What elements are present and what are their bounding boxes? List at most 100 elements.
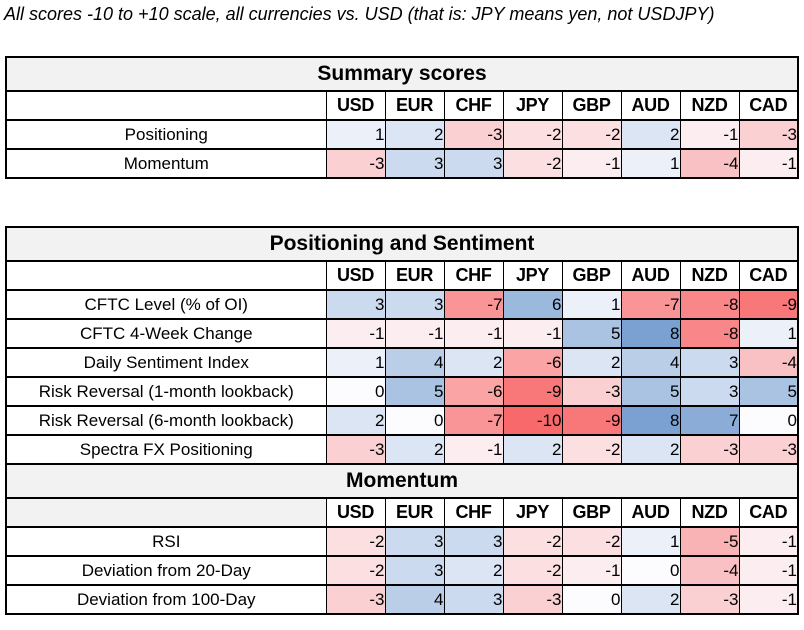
col-header-usd[interactable]: USD [325,497,386,528]
cell-cftc-4-week-change-eur[interactable]: -1 [384,318,445,349]
cell-cftc-level-of-oi-cad[interactable]: -9 [738,289,799,320]
corner-cell-summary-scores[interactable] [5,90,327,121]
col-header-gbp[interactable]: GBP [561,497,622,528]
cell-cftc-level-of-oi-aud[interactable]: -7 [620,289,681,320]
cell-rsi-aud[interactable]: 1 [620,526,681,557]
cell-spectra-fx-positioning-jpy[interactable]: 2 [502,434,563,465]
cell-positioning-eur[interactable]: 2 [384,119,445,150]
cell-deviation-from-20-day-nzd[interactable]: -4 [679,555,740,586]
row-label-deviation-from-20-day[interactable]: Deviation from 20-Day [5,555,327,586]
cell-deviation-from-100-day-jpy[interactable]: -3 [502,584,563,615]
cell-cftc-level-of-oi-gbp[interactable]: 1 [561,289,622,320]
cell-deviation-from-100-day-chf[interactable]: 3 [443,584,504,615]
cell-rsi-usd[interactable]: -2 [325,526,386,557]
col-header-cad[interactable]: CAD [738,497,799,528]
corner-cell-positioning-and-sentiment[interactable] [5,260,327,291]
cell-risk-reversal-1-month-lookback-nzd[interactable]: 3 [679,376,740,407]
col-header-jpy[interactable]: JPY [502,260,563,291]
col-header-eur[interactable]: EUR [384,497,445,528]
cell-momentum-gbp[interactable]: -1 [561,148,622,179]
cell-positioning-jpy[interactable]: -2 [502,119,563,150]
cell-cftc-4-week-change-usd[interactable]: -1 [325,318,386,349]
cell-momentum-eur[interactable]: 3 [384,148,445,179]
col-header-chf[interactable]: CHF [443,497,504,528]
cell-cftc-4-week-change-jpy[interactable]: -1 [502,318,563,349]
cell-cftc-level-of-oi-jpy[interactable]: 6 [502,289,563,320]
cell-deviation-from-100-day-aud[interactable]: 2 [620,584,681,615]
cell-positioning-nzd[interactable]: -1 [679,119,740,150]
cell-positioning-aud[interactable]: 2 [620,119,681,150]
col-header-nzd[interactable]: NZD [679,90,740,121]
cell-rsi-nzd[interactable]: -5 [679,526,740,557]
cell-positioning-gbp[interactable]: -2 [561,119,622,150]
cell-risk-reversal-6-month-lookback-gbp[interactable]: -9 [561,405,622,436]
cell-risk-reversal-6-month-lookback-eur[interactable]: 0 [384,405,445,436]
cell-daily-sentiment-index-aud[interactable]: 4 [620,347,681,378]
cell-risk-reversal-6-month-lookback-jpy[interactable]: -10 [502,405,563,436]
cell-risk-reversal-1-month-lookback-chf[interactable]: -6 [443,376,504,407]
section-title-positioning-and-sentiment[interactable]: Positioning and Sentiment [5,226,799,262]
row-label-cftc-4-week-change[interactable]: CFTC 4-Week Change [5,318,327,349]
cell-daily-sentiment-index-usd[interactable]: 1 [325,347,386,378]
cell-rsi-jpy[interactable]: -2 [502,526,563,557]
col-header-gbp[interactable]: GBP [561,90,622,121]
cell-deviation-from-100-day-cad[interactable]: -1 [738,584,799,615]
row-label-rsi[interactable]: RSI [5,526,327,557]
cell-cftc-level-of-oi-chf[interactable]: -7 [443,289,504,320]
cell-cftc-4-week-change-cad[interactable]: 1 [738,318,799,349]
cell-spectra-fx-positioning-usd[interactable]: -3 [325,434,386,465]
cell-daily-sentiment-index-eur[interactable]: 4 [384,347,445,378]
col-header-aud[interactable]: AUD [620,90,681,121]
cell-deviation-from-20-day-aud[interactable]: 0 [620,555,681,586]
cell-deviation-from-20-day-cad[interactable]: -1 [738,555,799,586]
cell-momentum-cad[interactable]: -1 [738,148,799,179]
col-header-cad[interactable]: CAD [738,260,799,291]
col-header-jpy[interactable]: JPY [502,90,563,121]
col-header-aud[interactable]: AUD [620,260,681,291]
cell-risk-reversal-1-month-lookback-aud[interactable]: 5 [620,376,681,407]
cell-deviation-from-20-day-eur[interactable]: 3 [384,555,445,586]
cell-momentum-chf[interactable]: 3 [443,148,504,179]
cell-deviation-from-20-day-jpy[interactable]: -2 [502,555,563,586]
cell-spectra-fx-positioning-gbp[interactable]: -2 [561,434,622,465]
col-header-chf[interactable]: CHF [443,90,504,121]
cell-cftc-4-week-change-aud[interactable]: 8 [620,318,681,349]
col-header-cad[interactable]: CAD [738,90,799,121]
cell-positioning-usd[interactable]: 1 [325,119,386,150]
row-label-risk-reversal-1-month-lookback[interactable]: Risk Reversal (1-month lookback) [5,376,327,407]
cell-cftc-4-week-change-nzd[interactable]: -8 [679,318,740,349]
cell-spectra-fx-positioning-cad[interactable]: -3 [738,434,799,465]
col-header-nzd[interactable]: NZD [679,260,740,291]
col-header-aud[interactable]: AUD [620,497,681,528]
cell-deviation-from-20-day-gbp[interactable]: -1 [561,555,622,586]
row-label-risk-reversal-6-month-lookback[interactable]: Risk Reversal (6-month lookback) [5,405,327,436]
cell-risk-reversal-1-month-lookback-gbp[interactable]: -3 [561,376,622,407]
cell-cftc-4-week-change-chf[interactable]: -1 [443,318,504,349]
col-header-eur[interactable]: EUR [384,90,445,121]
cell-daily-sentiment-index-gbp[interactable]: 2 [561,347,622,378]
cell-spectra-fx-positioning-aud[interactable]: 2 [620,434,681,465]
col-header-jpy[interactable]: JPY [502,497,563,528]
cell-spectra-fx-positioning-nzd[interactable]: -3 [679,434,740,465]
cell-deviation-from-100-day-eur[interactable]: 4 [384,584,445,615]
col-header-eur[interactable]: EUR [384,260,445,291]
cell-daily-sentiment-index-cad[interactable]: -4 [738,347,799,378]
cell-deviation-from-20-day-usd[interactable]: -2 [325,555,386,586]
corner-cell-momentum[interactable] [5,497,327,528]
row-label-daily-sentiment-index[interactable]: Daily Sentiment Index [5,347,327,378]
col-header-nzd[interactable]: NZD [679,497,740,528]
cell-positioning-cad[interactable]: -3 [738,119,799,150]
row-label-spectra-fx-positioning[interactable]: Spectra FX Positioning [5,434,327,465]
col-header-chf[interactable]: CHF [443,260,504,291]
cell-risk-reversal-6-month-lookback-chf[interactable]: -7 [443,405,504,436]
cell-rsi-cad[interactable]: -1 [738,526,799,557]
cell-risk-reversal-6-month-lookback-aud[interactable]: 8 [620,405,681,436]
cell-deviation-from-100-day-gbp[interactable]: 0 [561,584,622,615]
section-title-summary-scores[interactable]: Summary scores [5,56,799,92]
cell-cftc-level-of-oi-nzd[interactable]: -8 [679,289,740,320]
cell-momentum-usd[interactable]: -3 [325,148,386,179]
row-label-momentum[interactable]: Momentum [5,148,327,179]
cell-risk-reversal-6-month-lookback-cad[interactable]: 0 [738,405,799,436]
cell-risk-reversal-1-month-lookback-cad[interactable]: 5 [738,376,799,407]
cell-positioning-chf[interactable]: -3 [443,119,504,150]
